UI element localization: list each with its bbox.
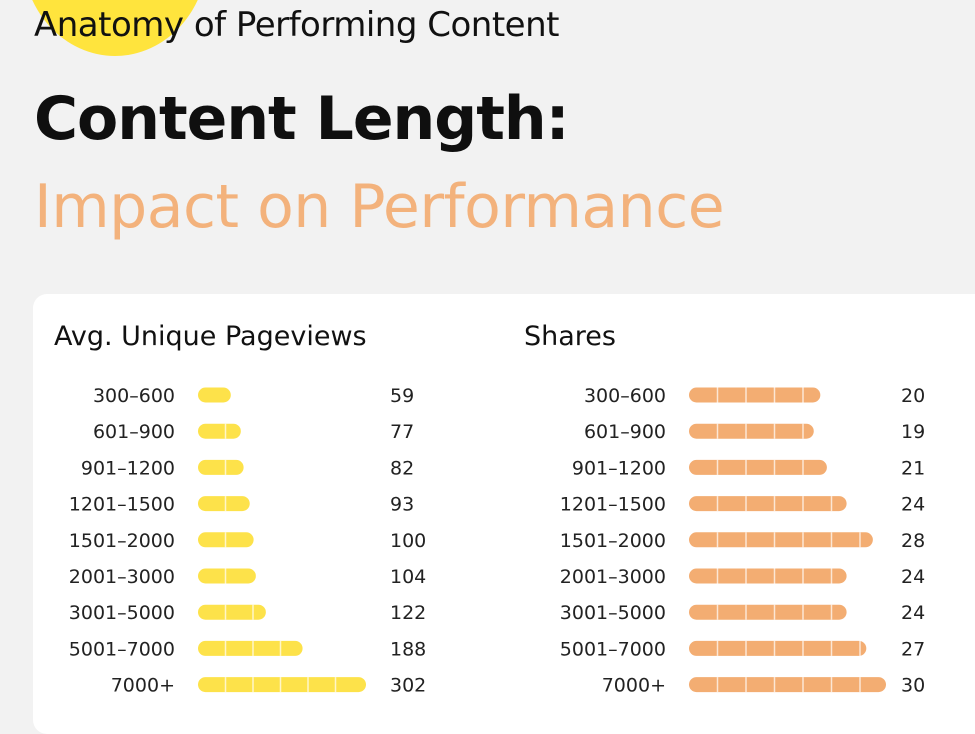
shares-category-label: 901–1200 (572, 457, 666, 479)
shares-category-label: 7000+ (602, 675, 666, 697)
pageviews-category-label: 1201–1500 (69, 494, 175, 516)
pageviews-value-label: 122 (390, 602, 426, 624)
shares-category-label: 5001–7000 (560, 638, 666, 660)
pageviews-category-label: 3001–5000 (69, 602, 175, 624)
shares-bar (689, 677, 886, 693)
shares-value-label: 24 (901, 566, 925, 588)
shares-bar (689, 459, 827, 475)
pageviews-category-label: 2001–3000 (69, 566, 175, 588)
shares-bar (689, 568, 847, 584)
pageviews-bar (198, 459, 244, 475)
shares-bar (689, 604, 847, 620)
shares-value-label: 24 (901, 602, 925, 624)
shares-category-label: 1201–1500 (560, 494, 666, 516)
shares-bar (689, 387, 821, 403)
chart-card (33, 294, 975, 734)
shares-category-label: 601–900 (584, 421, 666, 443)
shares-value-label: 28 (901, 530, 925, 552)
shares-bar (689, 423, 814, 439)
shares-category-label: 300–600 (584, 385, 666, 407)
shares-bar (689, 532, 873, 548)
shares-value-label: 20 (901, 385, 925, 407)
page-subtitle: Impact on Performance (34, 172, 725, 242)
shares-category-label: 1501–2000 (560, 530, 666, 552)
pageviews-value-label: 93 (390, 494, 414, 516)
pageviews-value-label: 100 (390, 530, 426, 552)
bar-charts: 300–600 59 601–900 77 901–1200 82 1201–1500 93 1… (69, 385, 925, 697)
pageviews-category-label: 300–600 (93, 385, 175, 407)
pageviews-chart-title: Avg. Unique Pageviews (54, 321, 367, 352)
pageviews-bar (198, 677, 366, 693)
pageviews-value-label: 59 (390, 385, 414, 407)
pageviews-bar (198, 604, 266, 620)
pageviews-value-label: 188 (390, 638, 426, 660)
pageviews-category-label: 901–1200 (81, 457, 175, 479)
shares-value-label: 30 (901, 675, 925, 697)
kicker-title: Anatomy of Performing Content (34, 5, 559, 45)
pageviews-value-label: 77 (390, 421, 414, 443)
pageviews-bar (198, 568, 256, 584)
pageviews-category-label: 601–900 (93, 421, 175, 443)
pageviews-value-label: 82 (390, 457, 414, 479)
pageviews-bar (198, 423, 241, 439)
pageviews-category-label: 5001–7000 (69, 638, 175, 660)
page-title: Content Length: (34, 84, 570, 154)
pageviews-value-label: 104 (390, 566, 426, 588)
shares-value-label: 27 (901, 638, 925, 660)
pageviews-value-label: 302 (390, 675, 426, 697)
pageviews-category-label: 7000+ (111, 675, 175, 697)
shares-chart-title: Shares (524, 321, 616, 352)
shares-value-label: 19 (901, 421, 925, 443)
pageviews-bar (198, 387, 231, 403)
shares-value-label: 21 (901, 457, 925, 479)
pageviews-bar (198, 640, 303, 656)
pageviews-bar (198, 496, 250, 512)
shares-bar (689, 640, 867, 656)
shares-category-label: 3001–5000 (560, 602, 666, 624)
shares-bar (689, 496, 847, 512)
shares-value-label: 24 (901, 494, 925, 516)
shares-category-label: 2001–3000 (560, 566, 666, 588)
pageviews-category-label: 1501–2000 (69, 530, 175, 552)
